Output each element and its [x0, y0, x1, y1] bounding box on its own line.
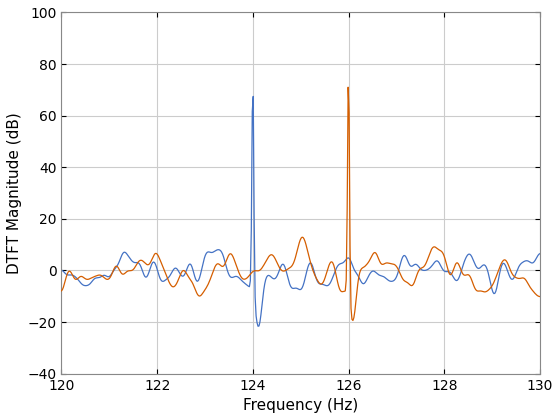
X-axis label: Frequency (Hz): Frequency (Hz) [243, 398, 358, 413]
Y-axis label: DTFT Magnitude (dB): DTFT Magnitude (dB) [7, 112, 22, 274]
